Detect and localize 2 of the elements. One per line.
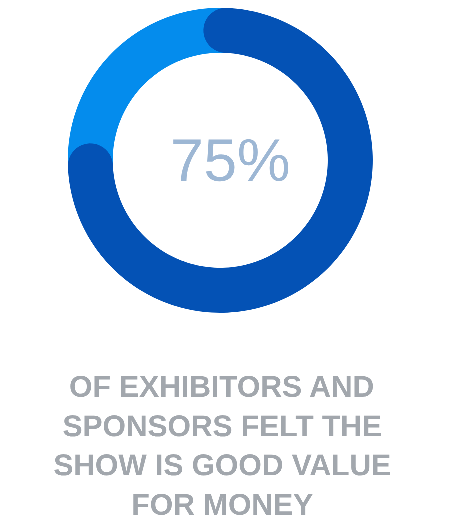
text: OF EXHIBITORS AND SPONSORS FELT THE SHOW IS GOOD VALUE FOR MONEY (54, 371, 392, 521)
data-label: 75% (170, 127, 291, 194)
